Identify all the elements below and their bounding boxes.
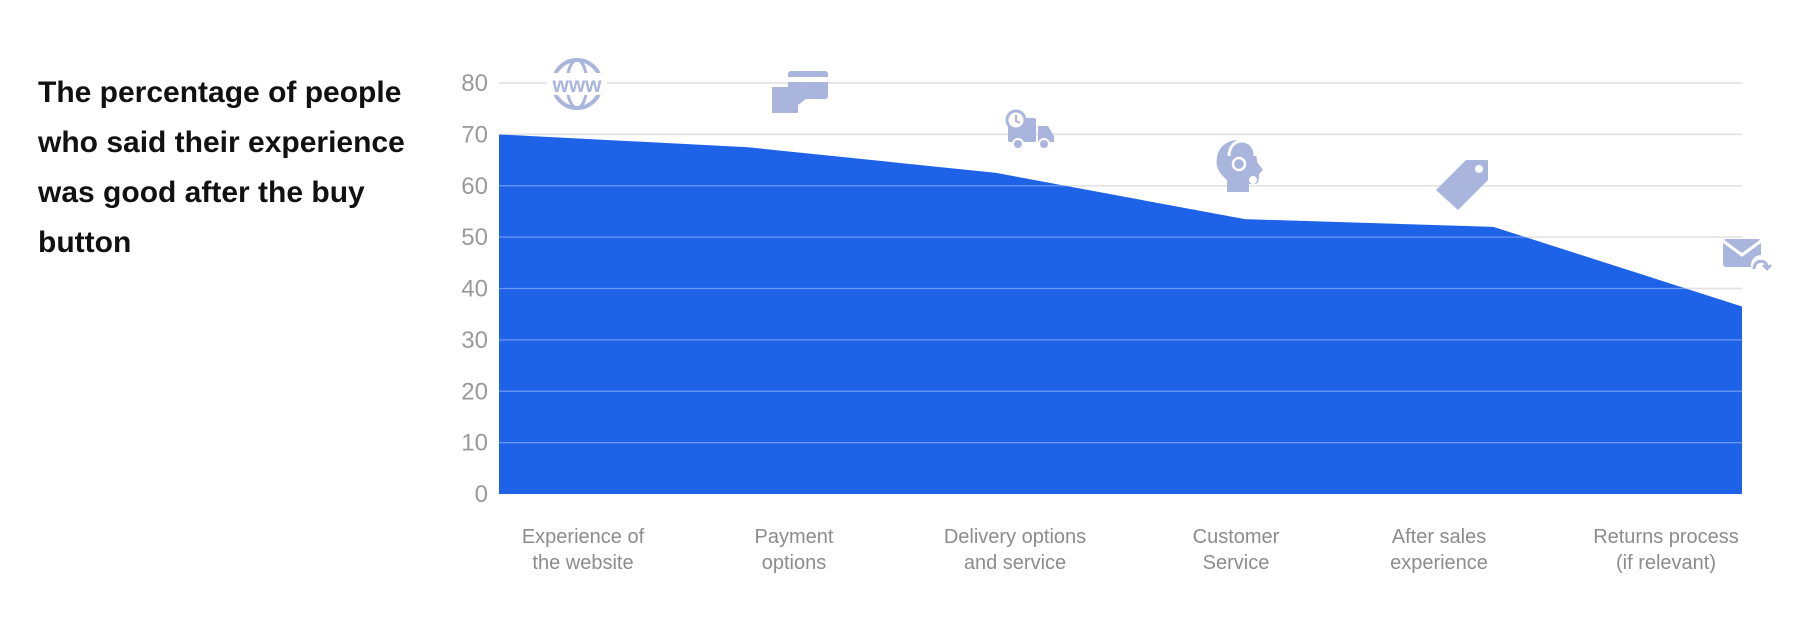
x-category-label: (if relevant) xyxy=(1616,552,1716,574)
x-category-label: Experience of xyxy=(522,526,645,548)
x-category-label: experience xyxy=(1390,552,1488,574)
x-category-label: the website xyxy=(532,552,633,574)
x-category-label: options xyxy=(762,552,827,574)
delivery-truck-icon xyxy=(1005,109,1054,150)
x-category-label: Delivery options xyxy=(944,526,1086,548)
y-tick-label: 50 xyxy=(461,224,488,251)
y-tick-label: 70 xyxy=(461,121,488,148)
x-category-label: Service xyxy=(1203,552,1270,574)
y-axis-ticks: 0 10 20 30 40 50 60 70 80 xyxy=(461,70,488,508)
y-tick-label: 80 xyxy=(461,70,488,97)
customer-service-headset-icon xyxy=(1216,139,1263,192)
x-category-label: Payment xyxy=(755,526,834,548)
y-tick-label: 20 xyxy=(461,378,488,405)
price-tag-icon xyxy=(1436,160,1488,210)
x-category-label: Returns process xyxy=(1593,526,1739,548)
x-category-label: Customer xyxy=(1193,526,1280,548)
area-fill xyxy=(499,134,1742,494)
www-globe-icon: www xyxy=(547,58,607,110)
x-axis-categories: Experience of the website Payment options De… xyxy=(522,526,1739,574)
category-icons: www xyxy=(547,58,1772,275)
area-series xyxy=(498,82,1743,494)
y-tick-label: 0 xyxy=(475,481,488,508)
return-mail-icon xyxy=(1722,239,1772,275)
payment-card-icon xyxy=(772,71,828,113)
y-tick-label: 40 xyxy=(461,276,488,303)
y-tick-label: 60 xyxy=(461,173,488,200)
svg-text:www: www xyxy=(551,74,602,97)
x-category-label: After sales xyxy=(1392,526,1486,548)
y-tick-label: 30 xyxy=(461,327,488,354)
chart-title: The percentage of people who said their … xyxy=(38,76,405,259)
x-category-label: and service xyxy=(964,552,1066,574)
y-tick-label: 10 xyxy=(461,430,488,457)
